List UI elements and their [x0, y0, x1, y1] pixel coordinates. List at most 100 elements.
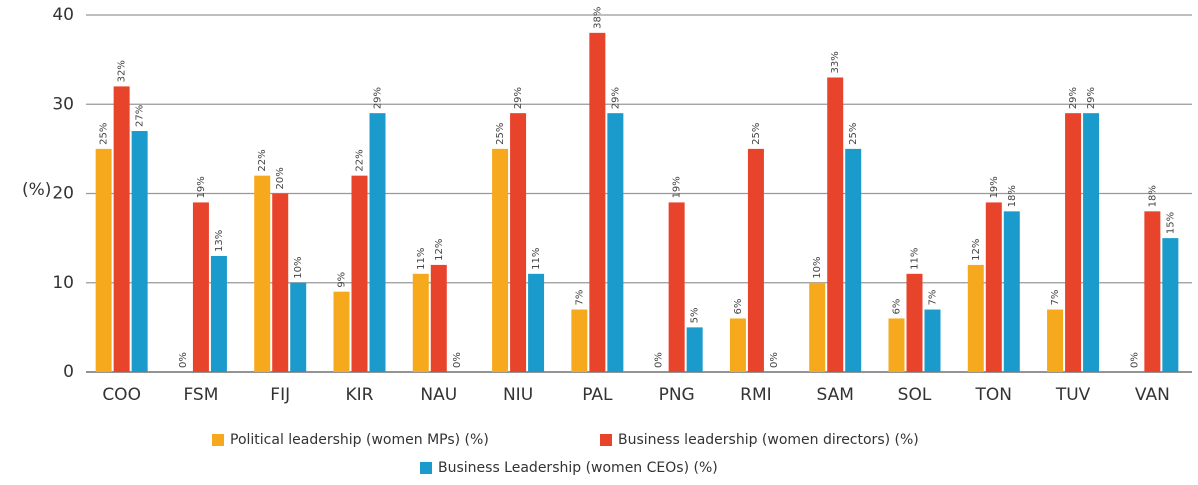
bar [272, 193, 289, 372]
value-label: 25% [99, 123, 110, 145]
bar [1047, 309, 1064, 372]
value-label: 18% [1007, 185, 1018, 207]
bar [131, 131, 148, 372]
bar [1083, 113, 1100, 373]
x-tick-label: NIU [503, 385, 533, 405]
value-label: 29% [513, 87, 524, 109]
value-label: 0% [178, 352, 189, 368]
x-tick-label: VAN [1135, 385, 1170, 405]
legend-label: Political leadership (women MPs) (%) [230, 432, 489, 448]
bar [528, 273, 545, 372]
value-label: 0% [654, 352, 665, 368]
bar [845, 148, 862, 372]
value-label: 20% [275, 167, 286, 189]
value-label: 10% [812, 257, 823, 279]
x-tick-label: TUV [1055, 385, 1091, 405]
value-label: 25% [848, 123, 859, 145]
bar [510, 113, 527, 373]
bar [1065, 113, 1082, 373]
value-label: 27% [135, 105, 146, 127]
value-label: 11% [910, 248, 921, 270]
value-label: 29% [373, 87, 384, 109]
bar [747, 148, 764, 372]
bar [668, 202, 685, 372]
bar [333, 291, 350, 372]
value-label: 12% [971, 239, 982, 261]
value-label: 33% [830, 51, 841, 73]
value-label: 29% [1068, 87, 1079, 109]
bar [571, 309, 588, 372]
x-tick-label: TON [975, 385, 1012, 405]
value-label: 13% [214, 230, 225, 252]
bar [254, 175, 271, 372]
y-tick-label: 0 [63, 362, 74, 382]
x-tick-label: FIJ [270, 385, 290, 405]
bar [686, 327, 703, 372]
value-label: 25% [495, 123, 506, 145]
value-label: 7% [928, 290, 939, 306]
value-label: 11% [531, 248, 542, 270]
value-label: 19% [196, 176, 207, 198]
value-label: 29% [610, 87, 621, 109]
y-tick-label: 40 [52, 5, 74, 25]
value-label: 11% [416, 248, 427, 270]
bar [351, 175, 368, 372]
x-tick-label: FSM [183, 385, 218, 405]
legend-swatch [420, 462, 432, 474]
bar [492, 148, 509, 372]
bar [192, 202, 209, 372]
legend-swatch [600, 434, 612, 446]
bar [412, 273, 429, 372]
bar [827, 77, 844, 372]
x-tick-label: SOL [898, 385, 932, 405]
value-label: 0% [452, 352, 463, 368]
bar [607, 113, 624, 373]
legend-swatch [212, 434, 224, 446]
x-tick-label: KIR [346, 385, 374, 405]
bar [967, 264, 984, 372]
y-tick-label: 10 [52, 273, 74, 293]
value-label: 15% [1165, 212, 1176, 234]
value-label: 18% [1147, 185, 1158, 207]
legend-label: Business leadership (women directors) (%… [618, 432, 919, 448]
x-tick-label: SAM [817, 385, 854, 405]
bar [1003, 211, 1020, 372]
x-tick-label: RMI [740, 385, 772, 405]
value-label: 32% [117, 60, 128, 82]
value-label: 25% [751, 123, 762, 145]
value-label: 0% [769, 352, 780, 368]
bar [1162, 238, 1179, 372]
bar [430, 264, 447, 372]
y-axis-label: (%) [22, 180, 51, 200]
bar [906, 273, 923, 372]
bar [589, 32, 606, 372]
bar [888, 318, 905, 372]
value-label: 22% [355, 149, 366, 171]
value-label: 10% [293, 257, 304, 279]
value-label: 5% [690, 308, 701, 324]
bar [369, 113, 386, 373]
bar [1144, 211, 1161, 372]
bar [290, 282, 307, 372]
y-tick-label: 30 [52, 94, 74, 114]
value-label: 38% [592, 7, 603, 29]
bar [924, 309, 941, 372]
bar [729, 318, 746, 372]
bar [210, 255, 227, 372]
value-label: 7% [1050, 290, 1061, 306]
value-label: 29% [1086, 87, 1097, 109]
legend-label: Business Leadership (women CEOs) (%) [438, 460, 718, 476]
value-label: 12% [434, 239, 445, 261]
bar [809, 282, 826, 372]
bar [113, 86, 130, 373]
x-tick-label: PAL [582, 385, 613, 405]
value-label: 6% [892, 299, 903, 315]
value-label: 0% [1129, 352, 1140, 368]
value-label: 9% [337, 272, 348, 288]
y-tick-label: 20 [52, 184, 74, 204]
value-label: 19% [672, 176, 683, 198]
value-label: 19% [989, 176, 1000, 198]
x-tick-label: NAU [420, 385, 457, 405]
value-label: 6% [733, 299, 744, 315]
